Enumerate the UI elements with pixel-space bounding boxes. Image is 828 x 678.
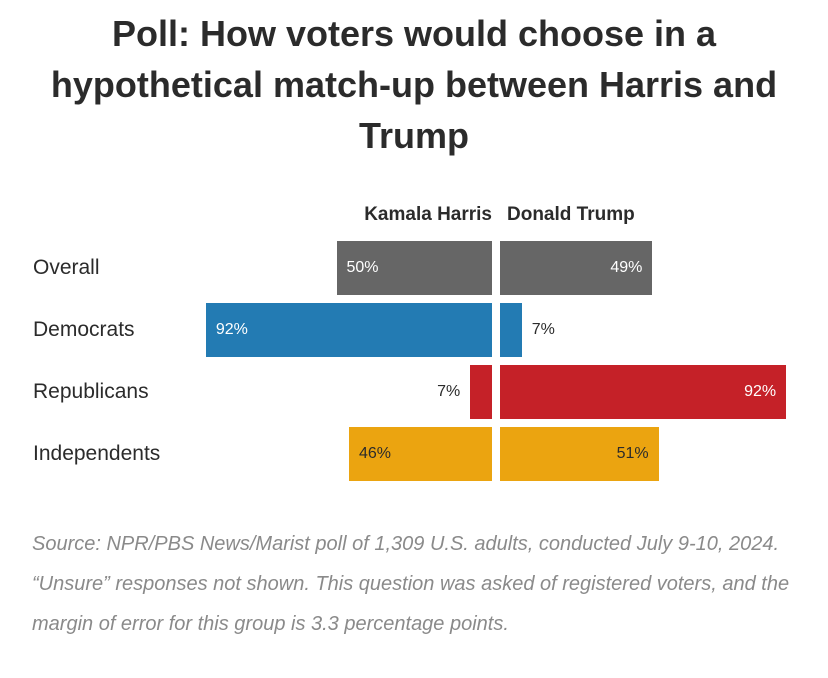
source-note: Source: NPR/PBS News/Marist poll of 1,30… — [32, 533, 790, 635]
chart-title: Poll: How voters would choose in a hypot… — [50, 13, 778, 156]
trump-bar-independents — [500, 427, 659, 481]
harris-value-democrats: 92% — [215, 321, 248, 338]
harris-value-republicans: 7% — [437, 383, 461, 400]
row-label-republicans: Republicans — [33, 380, 149, 403]
harris-value-independents: 46% — [358, 445, 391, 462]
trump-column-header: Donald Trump — [507, 204, 635, 225]
row-label-overall: Overall — [33, 256, 100, 279]
trump-bar-republicans — [500, 365, 787, 419]
harris-column-header: Kamala Harris — [364, 204, 492, 225]
harris-bar-democrats — [205, 303, 492, 357]
row-label-democrats: Democrats — [33, 318, 135, 341]
trump-value-democrats: 7% — [531, 321, 555, 338]
harris-bar-independents — [348, 427, 492, 481]
trump-bar-democrats — [500, 303, 522, 357]
harris-bar-republicans — [470, 365, 492, 419]
row-label-independents: Independents — [33, 442, 161, 465]
trump-value-overall: 49% — [610, 259, 643, 276]
trump-bar-overall — [500, 241, 653, 295]
trump-value-independents: 51% — [616, 445, 649, 462]
harris-value-overall: 50% — [346, 259, 379, 276]
harris-bar-overall — [336, 241, 492, 295]
trump-value-republicans: 92% — [744, 383, 777, 400]
